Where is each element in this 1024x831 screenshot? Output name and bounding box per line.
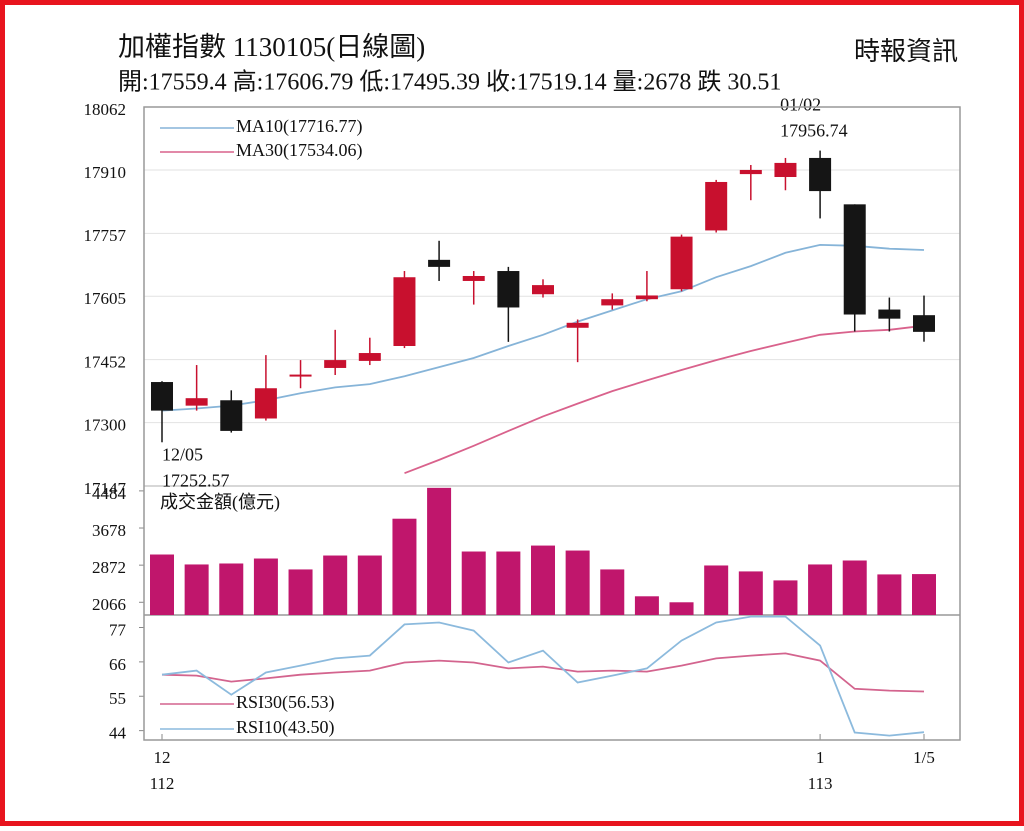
y-tick-label: 2066: [92, 595, 126, 614]
bar: [842, 560, 867, 615]
bar: [461, 551, 486, 615]
line: [404, 324, 925, 475]
bar: [565, 550, 590, 615]
candle-body: [739, 169, 762, 175]
y-tick-label: 4484: [92, 484, 127, 503]
candle-body: [705, 181, 728, 231]
bar: [634, 596, 659, 615]
candle-body: [497, 271, 520, 308]
y-tick-label: 66: [109, 655, 126, 674]
y-tick-label: 17147: [84, 479, 127, 498]
annotation-value: 17956.74: [780, 121, 848, 141]
bar: [496, 551, 521, 615]
candle-body: [566, 322, 589, 328]
bar: [738, 571, 763, 615]
candle-body: [358, 353, 381, 361]
y-tick-label: 17757: [84, 226, 127, 245]
candle-body: [635, 295, 658, 300]
x-tick-year: 113: [808, 774, 833, 793]
y-tick-label: 17605: [84, 289, 127, 308]
chart: 加權指數 1130105(日線圖) 時報資訊 開:17559.4 高:17606…: [84, 32, 961, 793]
y-tick-label: 18062: [84, 100, 127, 119]
panel-border: [143, 106, 961, 741]
source: 時報資訊: [854, 37, 958, 66]
candle-body: [393, 277, 416, 346]
legend-label: MA30(17534.06): [236, 140, 363, 161]
legend-label: RSI30(56.53): [236, 692, 335, 713]
bar: [219, 563, 244, 615]
candle-body: [670, 236, 693, 290]
y-tick-label: 77: [109, 620, 127, 639]
bar: [877, 574, 902, 615]
x-tick-year: 112: [150, 774, 175, 793]
annotation-date: 12/05: [162, 444, 203, 464]
candle-body: [462, 275, 485, 281]
bar: [669, 602, 694, 615]
x-tick-label: 1/5: [913, 748, 935, 767]
candle-body: [151, 382, 173, 411]
bar: [150, 554, 174, 615]
legend-label: RSI10(43.50): [236, 717, 335, 738]
y-tick-label: 17910: [84, 163, 127, 182]
candle-body: [913, 315, 935, 332]
x-tick-label: 12: [154, 748, 171, 767]
candle-body: [809, 157, 832, 192]
y-tick-label: 17452: [84, 353, 127, 372]
bar: [808, 564, 833, 615]
bar: [184, 564, 209, 615]
line: [161, 615, 925, 737]
y-tick-label: 3678: [92, 521, 126, 540]
legend-label: MA10(17716.77): [236, 116, 363, 137]
panel-title: 成交金額(億元): [160, 492, 280, 513]
bar: [357, 555, 382, 615]
x-tick-label: 1: [816, 748, 825, 767]
bar: [427, 487, 452, 615]
y-tick-label: 17300: [84, 416, 127, 435]
candle-body: [428, 259, 451, 267]
y-tick-label: 2872: [92, 558, 126, 577]
candle-body: [843, 204, 866, 315]
subtitle: 開:17559.4 高:17606.79 低:17495.39 收:17519.…: [118, 69, 781, 96]
candle-body: [601, 299, 624, 306]
candle-body: [185, 398, 208, 406]
bar: [773, 580, 798, 615]
annotation-date: 01/02: [780, 95, 821, 115]
bar: [392, 518, 417, 615]
line: [161, 652, 925, 693]
candle-body: [254, 388, 277, 419]
candle-body: [774, 162, 797, 178]
candle-body: [878, 309, 901, 319]
candle-body: [220, 400, 243, 431]
bar: [912, 574, 936, 615]
candle-body: [324, 360, 347, 368]
bar: [531, 545, 555, 615]
y-tick-label: 44: [109, 724, 127, 743]
candle-body: [289, 374, 312, 377]
bar: [704, 565, 729, 615]
line: [161, 243, 925, 412]
y-tick-label: 55: [109, 689, 126, 708]
bar: [253, 558, 278, 615]
annotation-value: 17252.57: [162, 470, 230, 490]
bar: [323, 555, 348, 615]
bar: [600, 569, 625, 615]
candle-body: [532, 285, 554, 295]
chart-title: 加權指數 1130105(日線圖): [118, 32, 425, 62]
bar: [288, 569, 313, 615]
